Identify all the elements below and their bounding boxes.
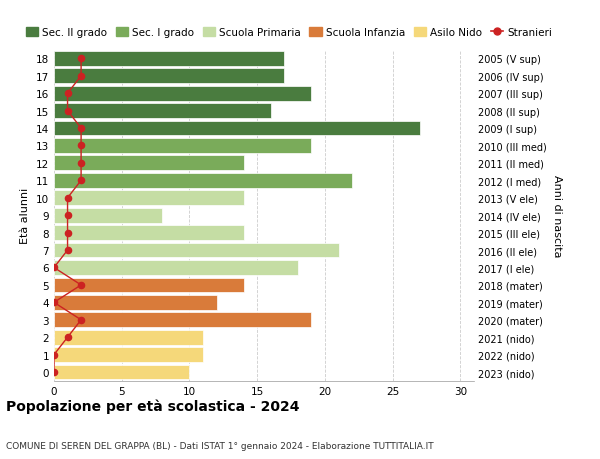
Bar [54,295,217,310]
Point [63,334,73,341]
Bar [54,261,298,275]
Point [76,142,86,150]
Text: Popolazione per età scolastica - 2024: Popolazione per età scolastica - 2024 [6,398,299,413]
Point [76,316,86,324]
Point [63,195,73,202]
Point [63,247,73,254]
Bar [54,243,338,258]
Bar [54,347,203,362]
Point [76,56,86,63]
Point [76,177,86,185]
Point [76,73,86,80]
Point [49,351,59,358]
Legend: Sec. II grado, Sec. I grado, Scuola Primaria, Scuola Infanzia, Asilo Nido, Stran: Sec. II grado, Sec. I grado, Scuola Prim… [22,23,556,42]
Bar [54,87,311,101]
Bar [54,226,244,241]
Bar [54,174,352,188]
Bar [54,156,244,171]
Point [76,160,86,167]
Point [76,125,86,133]
Point [49,299,59,306]
Bar [54,69,284,84]
Bar [54,365,190,380]
Bar [54,330,203,345]
Bar [54,52,284,67]
Point [49,369,59,376]
Bar [54,121,420,136]
Y-axis label: Anni di nascita: Anni di nascita [553,174,562,257]
Point [76,282,86,289]
Y-axis label: Età alunni: Età alunni [20,188,31,244]
Point [63,212,73,219]
Point [49,264,59,272]
Bar [54,191,244,206]
Text: COMUNE DI SEREN DEL GRAPPA (BL) - Dati ISTAT 1° gennaio 2024 - Elaborazione TUTT: COMUNE DI SEREN DEL GRAPPA (BL) - Dati I… [6,441,434,450]
Bar [54,278,244,293]
Bar [54,139,311,154]
Point [63,230,73,237]
Bar [54,104,271,119]
Point [63,90,73,98]
Bar [54,313,311,327]
Point [63,108,73,115]
Bar [54,208,163,223]
